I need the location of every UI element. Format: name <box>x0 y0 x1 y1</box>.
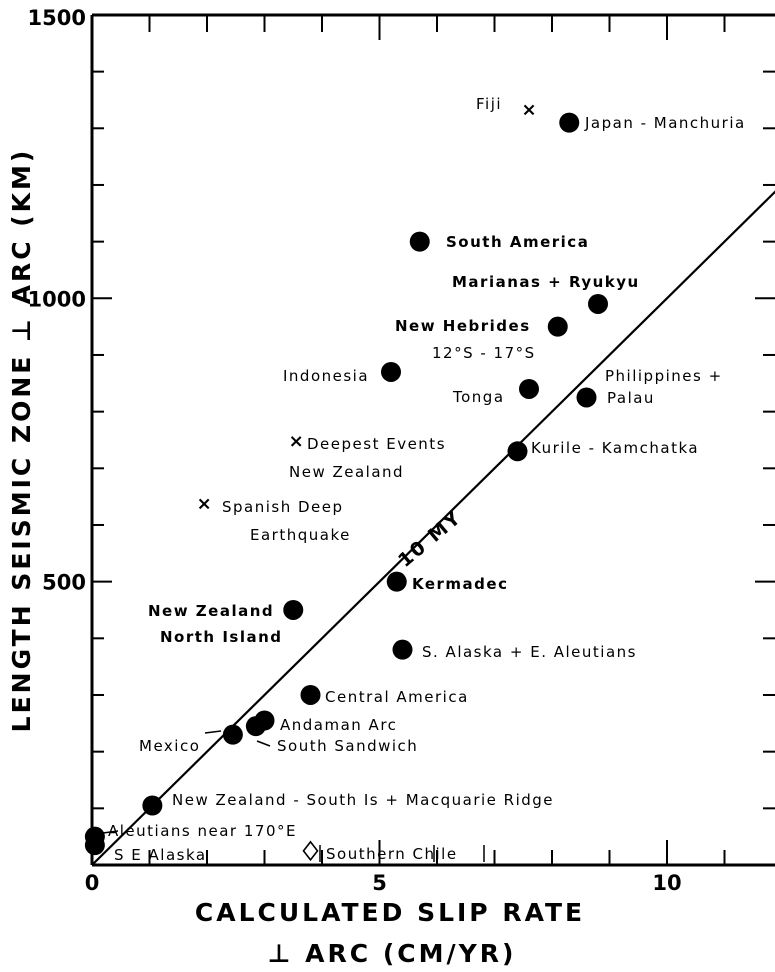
data-point <box>409 231 430 252</box>
label-tonga: Tonga <box>452 388 505 406</box>
x-tick-label: 10 <box>652 871 681 895</box>
label-south-sandwich: South Sandwich <box>277 737 418 755</box>
data-point <box>84 835 105 856</box>
data-point <box>588 293 608 314</box>
data-point <box>245 716 266 737</box>
data-point <box>283 599 304 620</box>
label-philippines-line2: Palau <box>607 389 655 407</box>
x-axis-title-line2: ⊥ ARC (CM/YR) <box>268 939 517 968</box>
data-point <box>222 724 243 745</box>
data-point <box>507 441 528 462</box>
data-point <box>142 795 163 816</box>
data-point <box>381 361 401 382</box>
data-point-x: × <box>197 493 212 514</box>
reference-line-label: 10 MY <box>394 506 466 572</box>
label-spanish-deep-line2: Earthquake <box>250 526 351 544</box>
label-mexico: Mexico <box>139 737 200 755</box>
x-tick-label: 5 <box>372 871 387 895</box>
label-se-alaska: S E Alaska <box>114 846 207 864</box>
reference-line-10my <box>91 190 775 866</box>
label-japan-manchuria: Japan - Manchuria <box>584 114 746 132</box>
label-south-america: South America <box>446 233 589 251</box>
label-marianas-ryukyu: Marianas + Ryukyu <box>452 273 640 291</box>
y-axis-title: LENGTH SEISMIC ZONE ⊥ ARC (KM) <box>7 148 36 733</box>
label-spanish-deep-line1: Spanish Deep <box>222 498 344 516</box>
leader-south-sandwich <box>256 740 271 747</box>
label-new-hebrides-line1: New Hebrides <box>395 317 531 335</box>
data-point <box>519 378 539 399</box>
label-southern-chile: Southern Chile <box>326 845 458 863</box>
label-philippines-line1: Philippines + <box>605 367 723 385</box>
leader-aleutians <box>102 830 119 834</box>
data-point <box>300 684 321 705</box>
label-kermadec: Kermadec <box>412 575 509 593</box>
data-point-x: × <box>521 99 536 120</box>
label-new-hebrides-line2: 12°S - 17°S <box>432 344 536 362</box>
data-point <box>559 112 580 133</box>
data-point <box>392 639 413 660</box>
data-points: × × × <box>84 99 608 862</box>
label-kurile-kamchatka: Kurile - Kamchatka <box>531 439 699 457</box>
data-point <box>547 316 568 337</box>
data-point <box>576 387 597 408</box>
axis-tick-labels: 0 5 10 500 1000 1500 <box>28 6 682 895</box>
y-tick-label: 1500 <box>28 6 86 30</box>
y-tick-label: 1000 <box>28 287 86 311</box>
x-tick-label: 0 <box>85 871 100 895</box>
label-nz-south-macquarie: New Zealand - South Is + Macquarie Ridge <box>172 791 554 809</box>
label-deepest-events-line1: Deepest Events <box>307 435 446 453</box>
axis-ticks <box>92 15 775 865</box>
y-tick-label: 500 <box>42 571 86 595</box>
label-s-alaska: S. Alaska + E. Aleutians <box>422 643 637 661</box>
data-point <box>386 571 407 592</box>
label-andaman-arc: Andaman Arc <box>280 716 397 734</box>
label-fiji: Fiji <box>476 95 502 113</box>
x-axis-title-line1: CALCULATED SLIP RATE <box>195 898 585 927</box>
leader-mexico <box>204 730 222 734</box>
data-point-x: × <box>289 431 304 452</box>
label-nz-north-line1: New Zealand <box>148 602 274 620</box>
data-point-diamond <box>302 840 319 862</box>
label-aleutians-170e: Aleutians near 170°E <box>108 822 297 840</box>
label-central-america: Central America <box>325 688 469 706</box>
label-deepest-events-line2: New Zealand <box>289 463 404 481</box>
label-nz-north-line2: North Island <box>160 628 283 646</box>
label-indonesia: Indonesia <box>283 367 369 385</box>
